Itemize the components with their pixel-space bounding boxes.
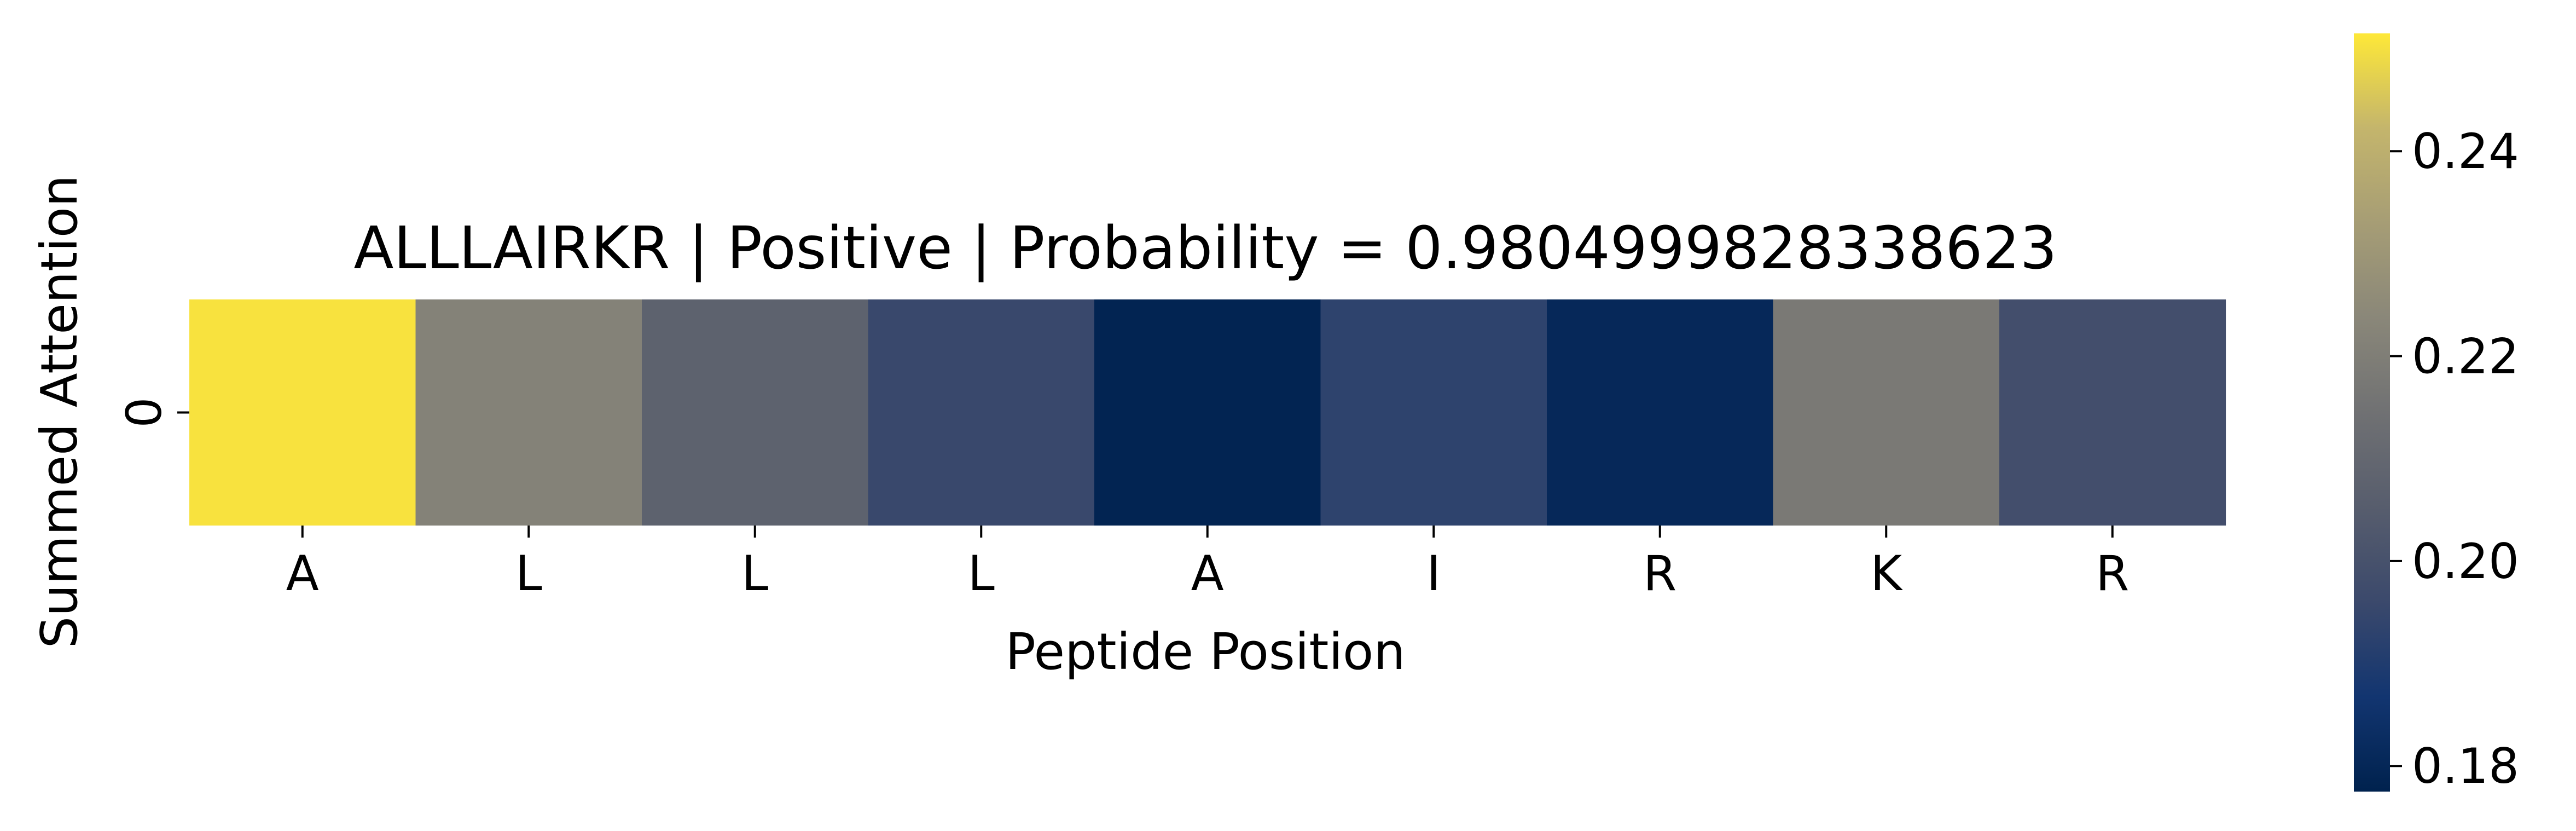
y-axis-label: Summed Attention	[30, 175, 89, 649]
y-tick-label: 0	[116, 397, 172, 428]
x-tick-label: I	[1426, 545, 1441, 602]
x-tick-label: A	[286, 545, 319, 602]
heatmap-cells	[189, 299, 2226, 526]
colorbar-ticks: 0.18 0.20 0.22 0.24	[2390, 123, 2519, 794]
x-tick-label: R	[1643, 545, 1676, 602]
x-tick-label: L	[968, 545, 995, 602]
heatmap-cell	[1094, 299, 1321, 526]
x-tick-label: R	[2096, 545, 2129, 602]
heatmap-cell	[868, 299, 1095, 526]
colorbar	[2354, 33, 2390, 792]
x-tick-label: L	[741, 545, 768, 602]
heatmap-cell	[415, 299, 642, 526]
heatmap-cell	[1773, 299, 2000, 526]
heatmap-cell	[642, 299, 869, 526]
colorbar-tick-label: 0.20	[2412, 533, 2519, 590]
heatmap-cell	[189, 299, 416, 526]
x-axis-label: Peptide Position	[1005, 622, 1405, 681]
heatmap-cell	[1547, 299, 1774, 526]
x-tick-label: K	[1870, 545, 1903, 602]
x-tick-label: A	[1191, 545, 1224, 602]
heatmap-cell	[1999, 299, 2226, 526]
heatmap-cell	[1320, 299, 1547, 526]
x-tick-label: L	[515, 545, 542, 602]
chart-title: ALLLAIRKR | Positive | Probability = 0.9…	[353, 215, 2057, 282]
colorbar-tick-label: 0.24	[2412, 123, 2519, 180]
colorbar-tick-label: 0.22	[2412, 328, 2519, 385]
colorbar-tick-label: 0.18	[2412, 738, 2519, 794]
y-axis-ticks: 0	[116, 397, 189, 428]
